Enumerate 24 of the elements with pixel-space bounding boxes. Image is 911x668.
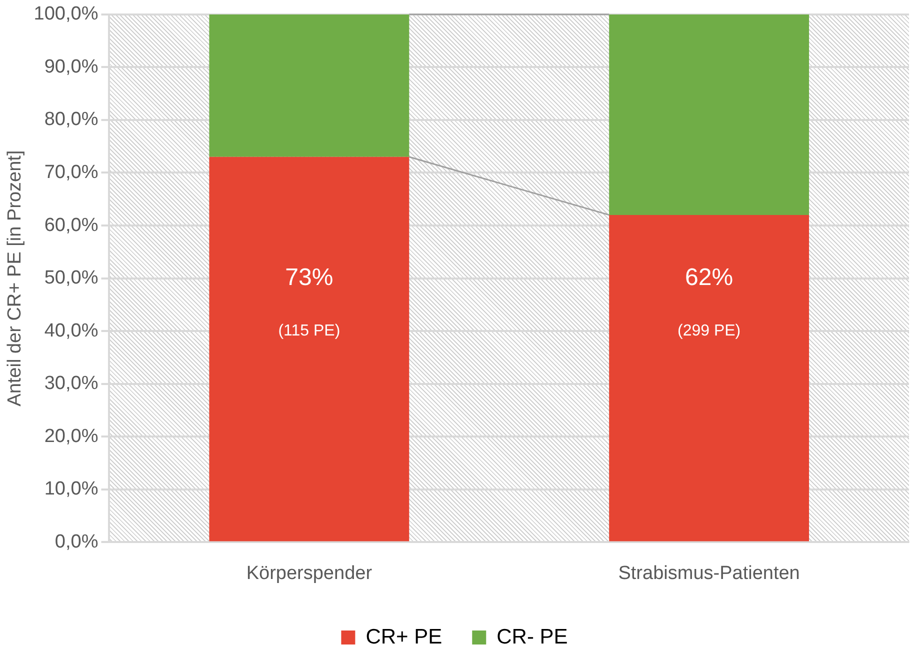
legend-label: CR+ PE xyxy=(366,625,442,648)
data-label: 62% xyxy=(685,264,734,291)
y-tick-label: 0,0% xyxy=(54,531,98,552)
bar xyxy=(209,14,410,157)
bar xyxy=(209,156,410,542)
y-tick-label: 50,0% xyxy=(44,268,98,289)
legend-label: CR- PE xyxy=(496,625,568,648)
y-tick-label: 70,0% xyxy=(44,162,98,183)
y-tick-label: 90,0% xyxy=(44,56,98,78)
y-tick-label: 60,0% xyxy=(44,214,98,236)
y-tick-label: 30,0% xyxy=(44,373,98,394)
y-tick-label: 10,0% xyxy=(44,478,98,500)
y-tick-label: 40,0% xyxy=(44,320,98,342)
annotation: (115 PE) xyxy=(278,322,340,340)
x-tick-label: Körperspender xyxy=(246,562,373,584)
y-tick-label: 20,0% xyxy=(44,426,98,447)
annotation: (299 PE) xyxy=(677,322,741,340)
x-tick-label: Strabismus-Patienten xyxy=(618,562,800,584)
y-tick-label: 80,0% xyxy=(44,109,98,130)
y-tick-label: 100,0% xyxy=(34,4,98,25)
data-label: 73% xyxy=(285,264,334,291)
bar xyxy=(609,214,810,542)
y-axis-title: Anteil der CR+ PE [in Prozent] xyxy=(4,150,26,406)
bar xyxy=(609,14,810,215)
